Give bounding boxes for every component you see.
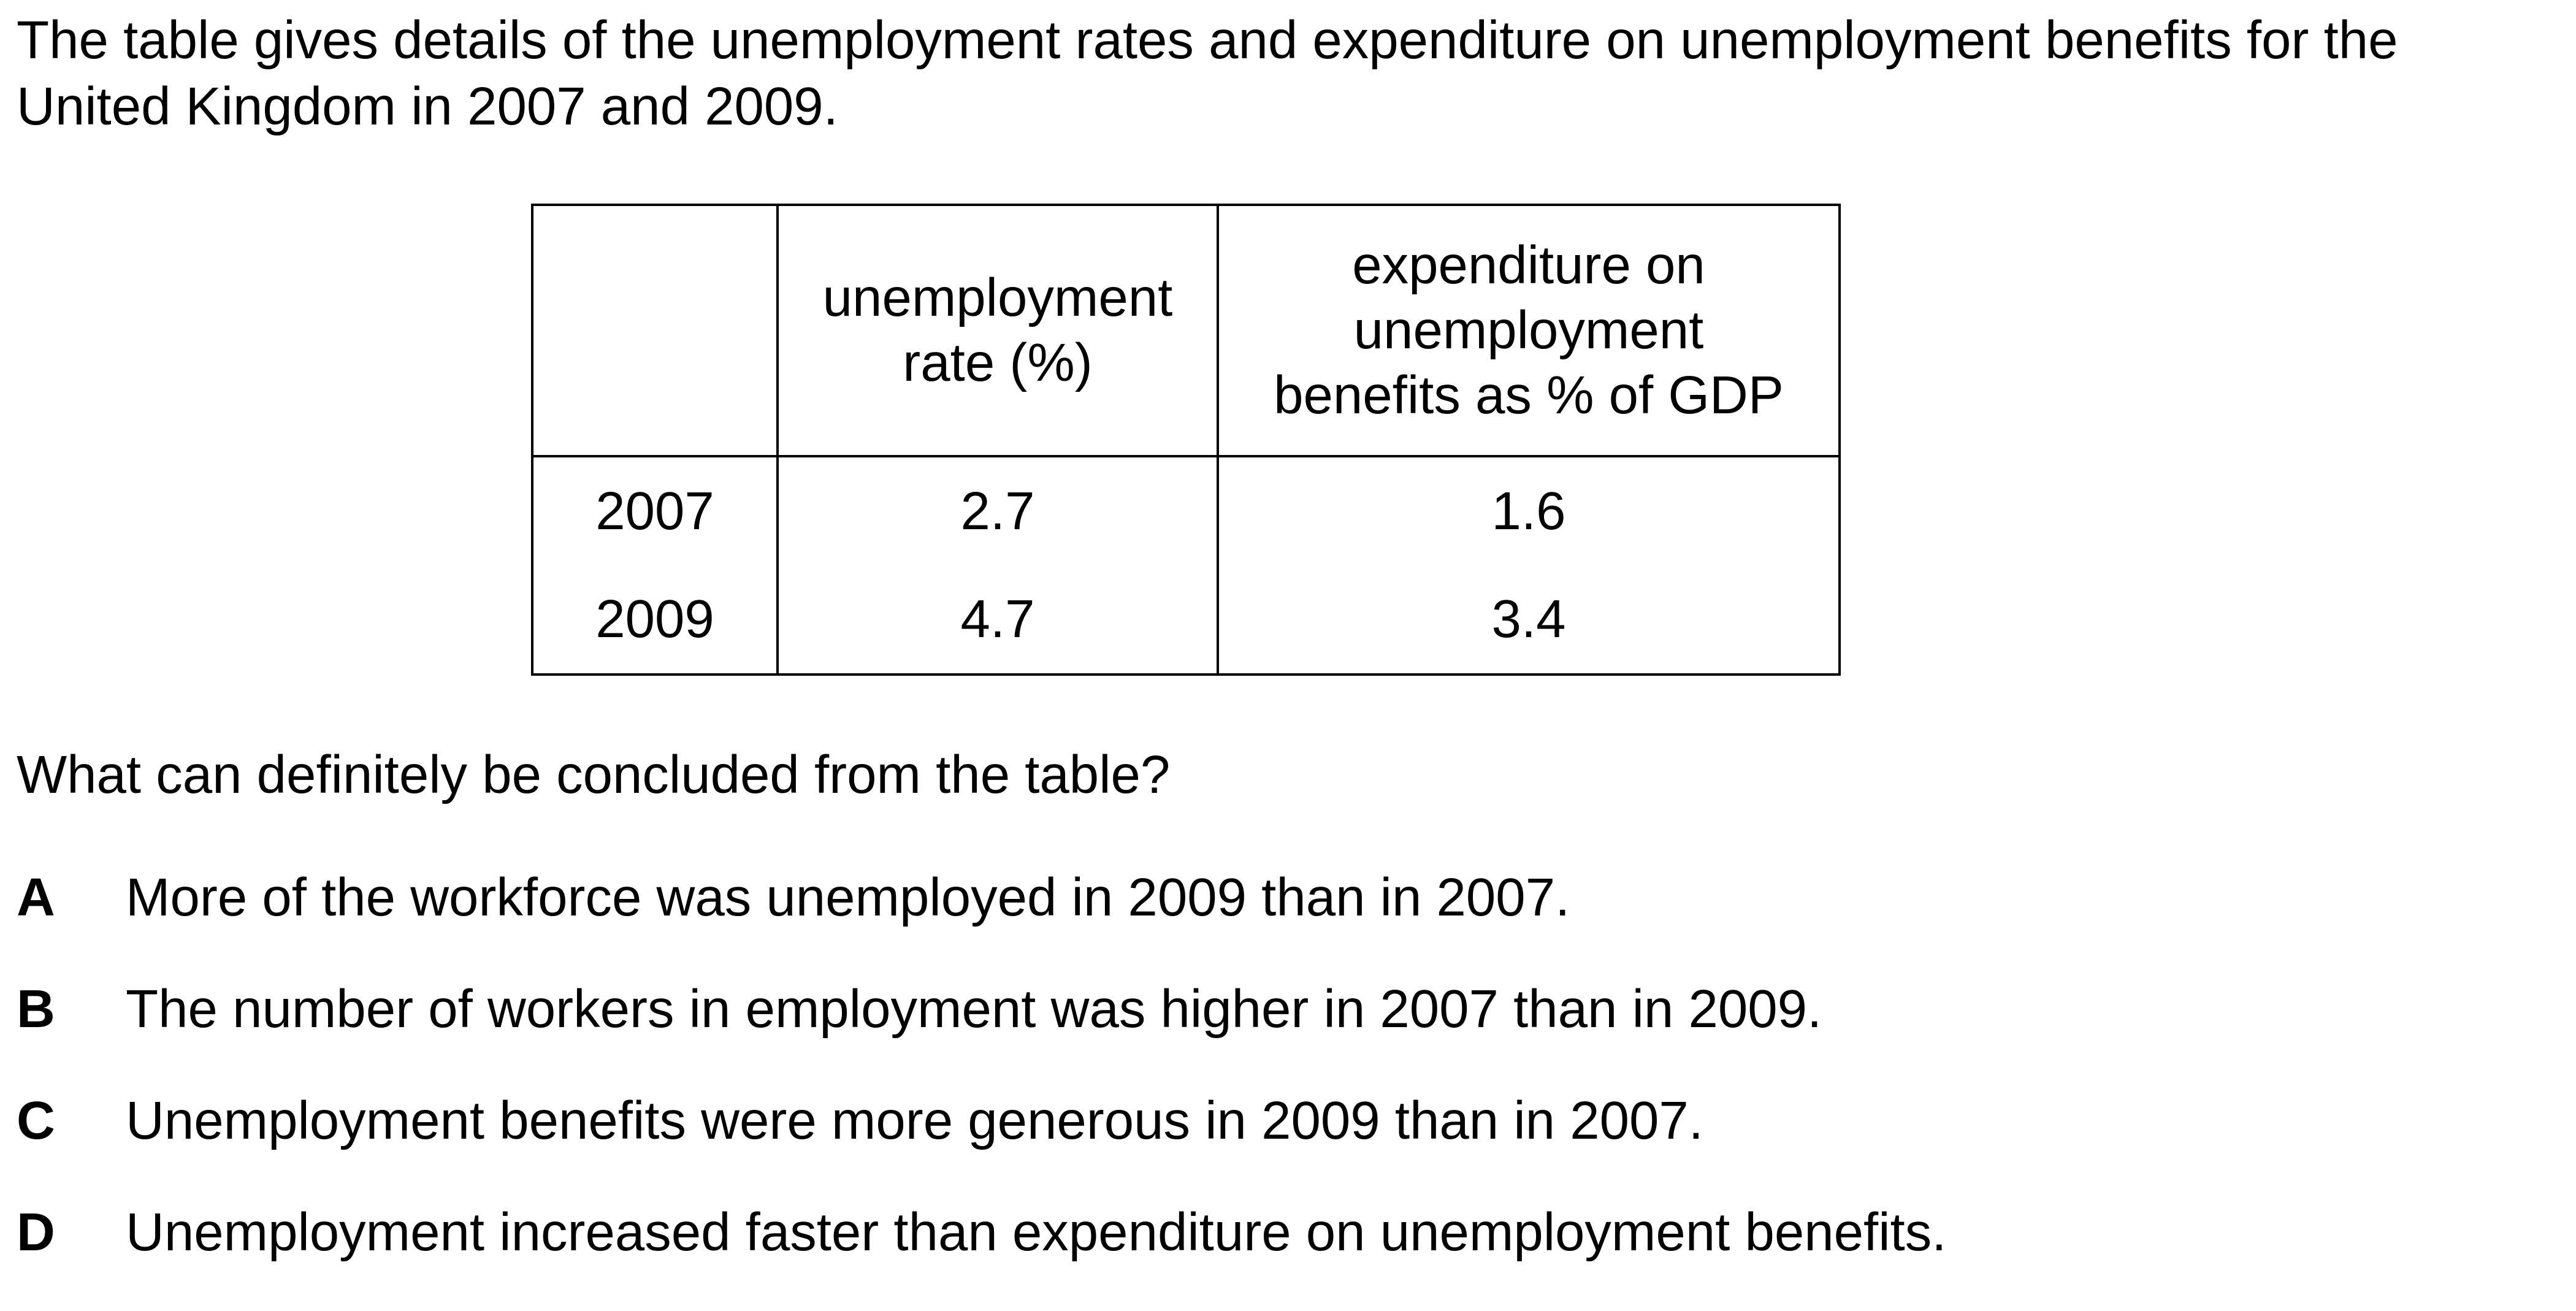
header-year [531, 204, 779, 457]
cell-year: 2009 [531, 565, 779, 676]
intro-text: The table gives details of the unemploym… [17, 10, 2398, 136]
cell-unemployment-rate: 4.7 [776, 565, 1219, 676]
header-exp-line-1: expenditure on [1352, 235, 1705, 295]
header-rate-line-1: unemployment [822, 268, 1173, 327]
cell-expenditure: 3.4 [1217, 565, 1841, 676]
option-letter: B [17, 979, 55, 1039]
option-letter: D [17, 1202, 55, 1262]
header-exp-line-3: benefits as % of GDP [1274, 365, 1784, 425]
cell-unemployment-rate: 2.7 [776, 456, 1219, 565]
option-text: Unemployment benefits were more generous… [126, 1091, 1703, 1150]
cell-year: 2007 [531, 456, 779, 565]
question-text: What can definitely be concluded from th… [17, 745, 1171, 805]
option-text: Unemployment increased faster than expen… [126, 1202, 1947, 1262]
option-text: The number of workers in employment was … [126, 979, 1822, 1039]
header-unemployment-rate: unemployment rate (%) [776, 204, 1219, 457]
option-letter: A [17, 868, 55, 927]
cell-expenditure: 1.6 [1217, 456, 1841, 565]
table-header-row: unemployment rate (%) expenditure on une… [531, 204, 1841, 457]
header-rate-line-2: rate (%) [903, 333, 1093, 392]
table-row: 2009 4.7 3.4 [531, 565, 1841, 676]
option-letter: C [17, 1091, 55, 1150]
data-table: unemployment rate (%) expenditure on une… [531, 204, 1841, 676]
header-expenditure: expenditure on unemployment benefits as … [1217, 204, 1841, 457]
option-text: More of the workforce was unemployed in … [126, 868, 1570, 927]
table-row: 2007 2.7 1.6 [531, 456, 1841, 565]
header-exp-line-2: unemployment [1353, 300, 1704, 360]
